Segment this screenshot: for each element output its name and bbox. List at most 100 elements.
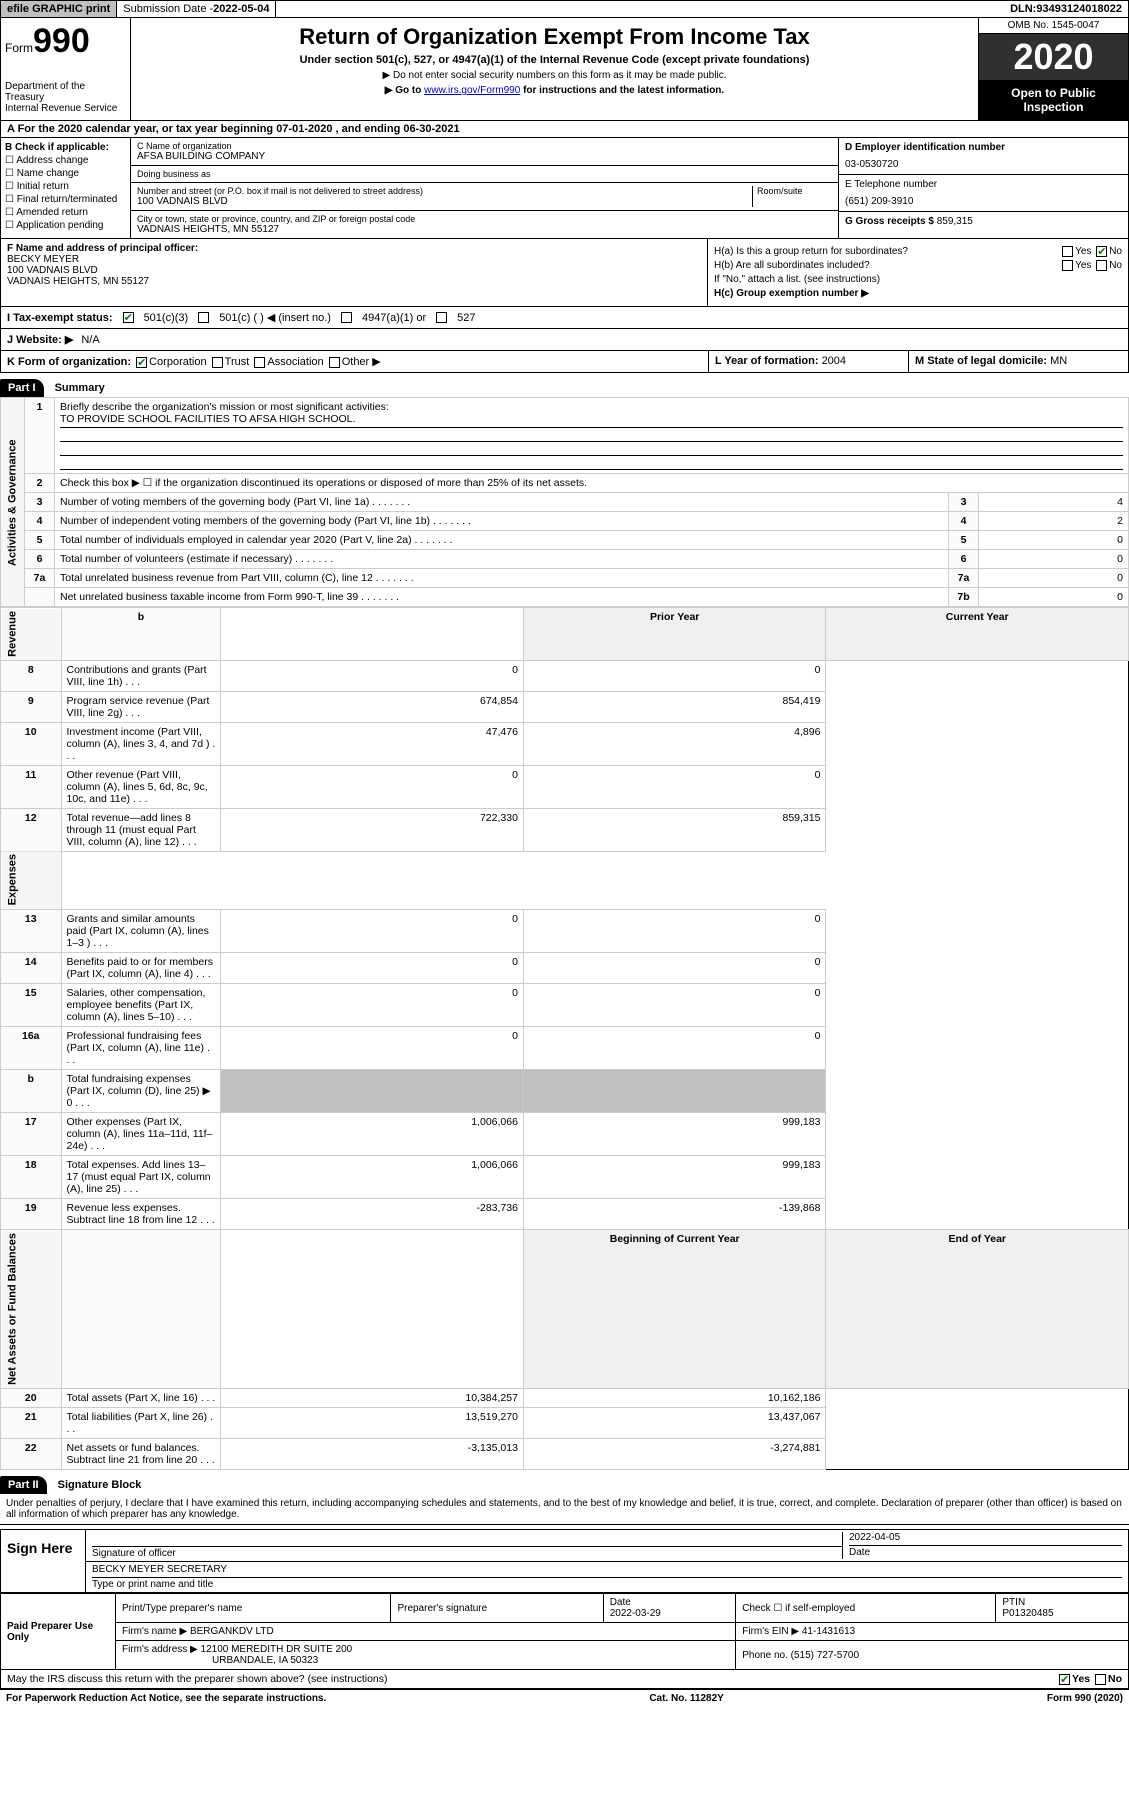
row-prior: 722,330 bbox=[221, 808, 524, 851]
na-hdr-spacer2 bbox=[221, 1230, 524, 1389]
part1-badge: Part I bbox=[0, 379, 44, 397]
k-trust[interactable] bbox=[212, 357, 223, 368]
k-corp[interactable] bbox=[136, 357, 147, 368]
k-assoc[interactable] bbox=[254, 357, 265, 368]
row-text: Net assets or fund balances. Subtract li… bbox=[61, 1439, 221, 1470]
row-curr: 10,162,186 bbox=[523, 1389, 826, 1408]
cb-final-return[interactable]: ☐ Final return/terminated bbox=[5, 194, 126, 205]
q1-num: 1 bbox=[25, 398, 55, 474]
side-netassets: Net Assets or Fund Balances bbox=[1, 1230, 62, 1389]
row-curr: -139,868 bbox=[523, 1199, 826, 1230]
ag-col: 7b bbox=[949, 588, 979, 607]
tax-year: 2020 bbox=[979, 34, 1128, 80]
p-check-cell: Check ☐ if self-employed bbox=[736, 1594, 996, 1623]
f-addr1: 100 VADNAIS BLVD bbox=[7, 265, 701, 276]
ag-col: 7a bbox=[949, 569, 979, 588]
sign-here-block: Sign Here Signature of officer 2022-04-0… bbox=[0, 1529, 1129, 1593]
fgh-row: F Name and address of principal officer:… bbox=[0, 239, 1129, 307]
gross-label: G Gross receipts $ bbox=[845, 216, 937, 227]
ag-text: Total number of volunteers (estimate if … bbox=[55, 550, 949, 569]
ag-col: 6 bbox=[949, 550, 979, 569]
header-left: Form990 Department of the Treasury Inter… bbox=[1, 18, 131, 120]
summary-table: Activities & Governance 1 Briefly descri… bbox=[0, 397, 1129, 607]
col-f: F Name and address of principal officer:… bbox=[1, 239, 708, 306]
row-prior: 0 bbox=[221, 953, 524, 984]
cb-name-change[interactable]: ☐ Name change bbox=[5, 168, 126, 179]
j-label: J Website: ▶ bbox=[7, 333, 73, 346]
phone-value: (651) 209-3910 bbox=[845, 196, 1122, 207]
dln: DLN: 93493124018022 bbox=[1004, 1, 1128, 17]
discuss-no[interactable] bbox=[1095, 1674, 1106, 1685]
k-m-state: M State of legal domicile: MN bbox=[908, 351, 1128, 372]
row-num: 20 bbox=[1, 1389, 62, 1408]
ptin-cell: PTINP01320485 bbox=[996, 1594, 1129, 1623]
room-label: Room/suite bbox=[757, 186, 832, 196]
side-activities: Activities & Governance bbox=[1, 398, 25, 607]
ha-yes[interactable] bbox=[1062, 246, 1073, 257]
ha-no[interactable] bbox=[1096, 246, 1107, 257]
col-h: H(a) Is this a group return for subordin… bbox=[708, 239, 1128, 306]
ag-num bbox=[25, 588, 55, 607]
row-prior: 47,476 bbox=[221, 722, 524, 765]
part2-badge: Part II bbox=[0, 1476, 47, 1494]
row-num: 16a bbox=[1, 1027, 62, 1070]
discuss-yes[interactable] bbox=[1059, 1674, 1070, 1685]
hb-yes[interactable] bbox=[1062, 260, 1073, 271]
addr-block: Number and street (or P.O. box if mail i… bbox=[131, 183, 838, 211]
row-prior: 1,006,066 bbox=[221, 1113, 524, 1156]
i-501c[interactable] bbox=[198, 312, 209, 323]
form-number: Form990 bbox=[5, 22, 126, 61]
dba-block: Doing business as bbox=[131, 166, 838, 183]
begin-year-hdr: Beginning of Current Year bbox=[523, 1230, 826, 1389]
row-num: 19 bbox=[1, 1199, 62, 1230]
row-a-tax-year: A For the 2020 calendar year, or tax yea… bbox=[0, 121, 1129, 138]
efile-print-button[interactable]: efile GRAPHIC print bbox=[1, 1, 117, 17]
part2-title: Signature Block bbox=[50, 1476, 150, 1494]
row-prior: 0 bbox=[221, 910, 524, 953]
row-text: Professional fundraising fees (Part IX, … bbox=[61, 1027, 221, 1070]
row-text: Total assets (Part X, line 16) . . . bbox=[61, 1389, 221, 1408]
prior-year-hdr: Prior Year bbox=[523, 608, 826, 661]
hc-line: H(c) Group exemption number ▶ bbox=[714, 288, 1122, 299]
firm-phone-cell: Phone no. (515) 727-5700 bbox=[736, 1641, 1129, 1670]
row-text: Benefits paid to or for members (Part IX… bbox=[61, 953, 221, 984]
i-label: I Tax-exempt status: bbox=[7, 312, 113, 324]
city-block: City or town, state or province, country… bbox=[131, 211, 838, 238]
i-527[interactable] bbox=[436, 312, 447, 323]
ag-val: 2 bbox=[979, 512, 1129, 531]
phone-block: E Telephone number (651) 209-3910 bbox=[839, 175, 1128, 212]
row-curr: 0 bbox=[523, 1027, 826, 1070]
org-name: AFSA BUILDING COMPANY bbox=[137, 151, 832, 162]
footer-left: For Paperwork Reduction Act Notice, see … bbox=[6, 1693, 326, 1704]
ein-label: D Employer identification number bbox=[845, 142, 1005, 153]
hb-no[interactable] bbox=[1096, 260, 1107, 271]
cb-initial-return[interactable]: ☐ Initial return bbox=[5, 181, 126, 192]
i-4947[interactable] bbox=[341, 312, 352, 323]
k-other[interactable] bbox=[329, 357, 340, 368]
row-num: 11 bbox=[1, 765, 62, 808]
row-num: 13 bbox=[1, 910, 62, 953]
ag-val: 0 bbox=[979, 588, 1129, 607]
org-name-label: C Name of organization bbox=[137, 141, 832, 151]
row-curr: -3,274,881 bbox=[523, 1439, 826, 1470]
cb-pending[interactable]: ☐ Application pending bbox=[5, 220, 126, 231]
form-note2: ▶ Go to www.irs.gov/Form990 for instruct… bbox=[137, 85, 972, 96]
k-l-year: L Year of formation: 2004 bbox=[708, 351, 908, 372]
cb-address-change[interactable]: ☐ Address change bbox=[5, 155, 126, 166]
row-curr bbox=[523, 1070, 826, 1113]
cb-amended[interactable]: ☐ Amended return bbox=[5, 207, 126, 218]
ag-text: Total number of individuals employed in … bbox=[55, 531, 949, 550]
row-text: Total revenue—add lines 8 through 11 (mu… bbox=[61, 808, 221, 851]
row-curr: 0 bbox=[523, 660, 826, 691]
yr-hdr-spacer bbox=[221, 608, 524, 661]
row-num: 10 bbox=[1, 722, 62, 765]
row-num: b bbox=[1, 1070, 62, 1113]
irs-link[interactable]: www.irs.gov/Form990 bbox=[424, 85, 520, 96]
i-501c3[interactable] bbox=[123, 312, 134, 323]
ag-col: 4 bbox=[949, 512, 979, 531]
footer-right: Form 990 (2020) bbox=[1047, 1693, 1123, 1704]
row-curr: 0 bbox=[523, 765, 826, 808]
row-prior: 13,519,270 bbox=[221, 1408, 524, 1439]
row-curr: 0 bbox=[523, 953, 826, 984]
discuss-row: May the IRS discuss this return with the… bbox=[0, 1670, 1129, 1689]
